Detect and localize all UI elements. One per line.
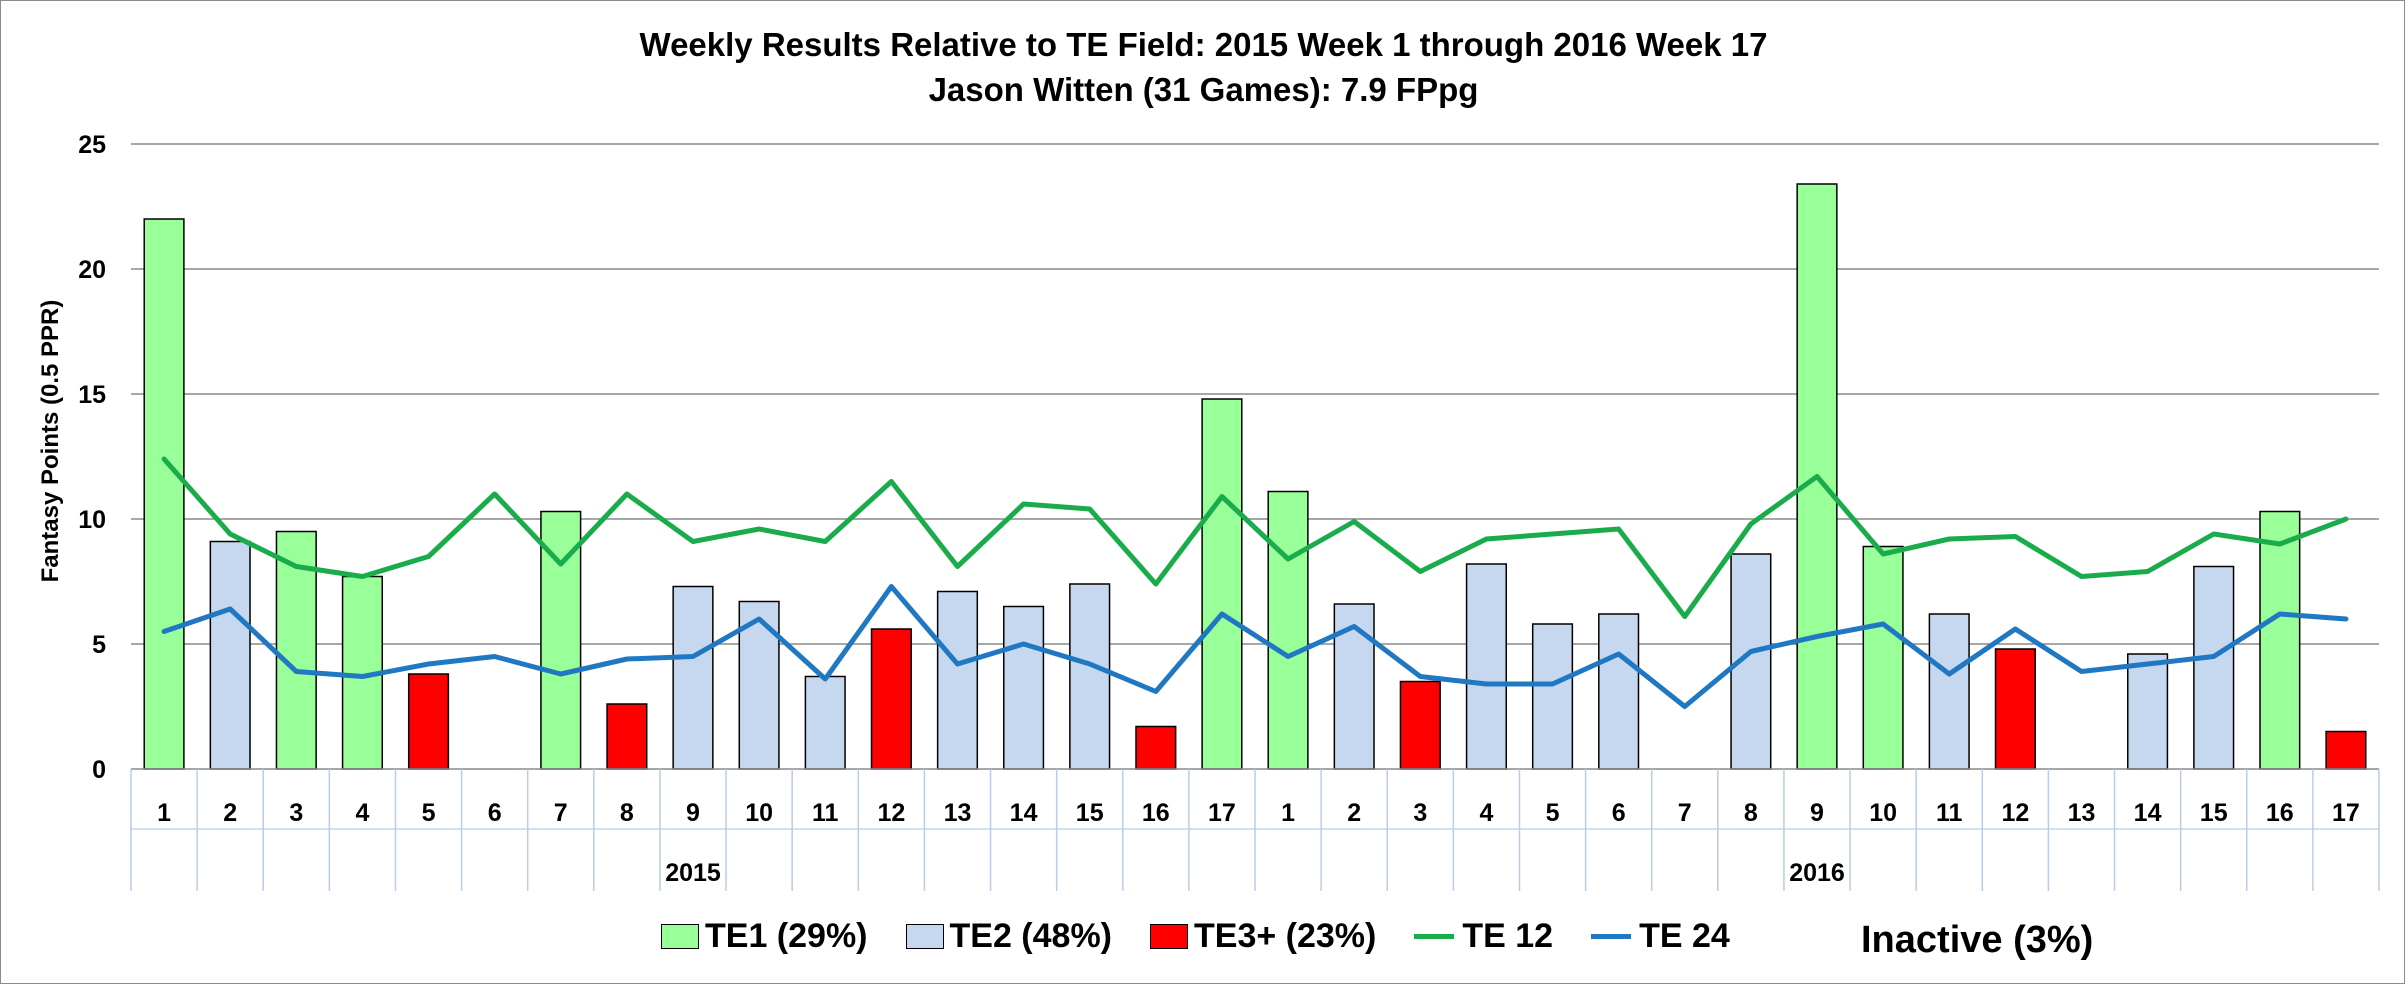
legend-label-te3plus: TE3+ (23%) bbox=[1194, 916, 1377, 955]
x-tick-label-27: 11 bbox=[1936, 799, 1963, 827]
x-tick-label-26: 10 bbox=[1869, 799, 1897, 827]
bar-22 bbox=[1598, 613, 1640, 770]
chart-legend: TE1 (29%) TE2 (48%) TE3+ (23%) TE 12 TE … bbox=[661, 911, 1768, 961]
legend-line-te24 bbox=[1591, 933, 1632, 939]
legend-item-te12: TE 12 bbox=[1414, 917, 1553, 956]
legend-label-te2: TE2 (48%) bbox=[949, 916, 1113, 955]
bar-13 bbox=[1003, 605, 1045, 770]
x-tick-label-23: 7 bbox=[1678, 799, 1692, 827]
x-tick-label-9: 10 bbox=[745, 799, 773, 827]
bar-6 bbox=[540, 510, 582, 770]
inactive-label: Inactive (3%) bbox=[1861, 919, 2094, 961]
bar-4 bbox=[407, 673, 450, 770]
y-tick-label-25: 25 bbox=[78, 131, 106, 159]
bar-7 bbox=[606, 703, 648, 770]
bar-21 bbox=[1531, 623, 1574, 770]
bar-2 bbox=[275, 530, 317, 770]
legend-line-te12 bbox=[1414, 933, 1455, 939]
x-tick-label-10: 11 bbox=[812, 799, 839, 827]
legend-label-te1: TE1 (29%) bbox=[705, 916, 868, 955]
x-tick-label-29: 13 bbox=[2068, 799, 2096, 827]
y-tick-label-0: 0 bbox=[92, 756, 106, 784]
bar-12 bbox=[936, 590, 979, 770]
x-tick-label-6: 7 bbox=[554, 799, 568, 827]
x-tick-label-17: 1 bbox=[1281, 799, 1295, 827]
legend-item-te2: TE2 (48%) bbox=[905, 916, 1113, 956]
x-tick-label-3: 4 bbox=[355, 799, 369, 827]
x-tick-label-20: 4 bbox=[1479, 799, 1493, 827]
x-tick-label-25: 9 bbox=[1810, 799, 1824, 827]
x-tick-label-0: 1 bbox=[157, 799, 171, 827]
x-group-label-2015: 2015 bbox=[665, 859, 721, 887]
chart-subtitle: Jason Witten (31 Games): 7.9 FPpg bbox=[928, 71, 1479, 108]
bar-28 bbox=[1994, 648, 2036, 770]
y-tick-label-15: 15 bbox=[78, 381, 106, 409]
x-tick-label-12: 13 bbox=[944, 799, 972, 827]
legend-swatch-te1 bbox=[661, 923, 699, 949]
legend-label-te12: TE 12 bbox=[1462, 916, 1554, 955]
chart-title: Weekly Results Relative to TE Field: 201… bbox=[639, 26, 1768, 63]
bar-33 bbox=[2325, 730, 2367, 770]
x-tick-label-4: 5 bbox=[422, 799, 436, 827]
y-tick-label-20: 20 bbox=[78, 256, 106, 284]
legend-swatch-te3plus bbox=[1150, 923, 1188, 949]
bar-32 bbox=[2259, 510, 2301, 770]
x-tick-label-2: 3 bbox=[289, 799, 303, 827]
bar-20 bbox=[1465, 563, 1507, 770]
bar-19 bbox=[1399, 680, 1441, 770]
y-tick-label-5: 5 bbox=[92, 631, 106, 659]
line-series-te-24 bbox=[161, 584, 2349, 709]
bar-25 bbox=[1796, 183, 1838, 770]
x-tick-label-7: 8 bbox=[620, 799, 634, 827]
legend-label-te24: TE 24 bbox=[1639, 916, 1730, 955]
bar-16 bbox=[1201, 398, 1243, 770]
x-tick-label-11: 12 bbox=[877, 799, 905, 827]
bar-15 bbox=[1135, 725, 1177, 770]
x-tick-label-16: 17 bbox=[1208, 799, 1236, 827]
bar-8 bbox=[672, 585, 714, 770]
x-tick-label-14: 15 bbox=[1076, 799, 1104, 827]
x-tick-label-18: 2 bbox=[1347, 799, 1361, 827]
x-tick-label-21: 5 bbox=[1546, 799, 1560, 827]
x-tick-label-30: 14 bbox=[2134, 799, 2162, 827]
x-group-label-2016: 2016 bbox=[1789, 859, 1845, 887]
x-tick-label-1: 2 bbox=[223, 799, 237, 827]
x-tick-label-24: 8 bbox=[1744, 799, 1758, 827]
line-series-te-12 bbox=[161, 456, 2349, 619]
x-tick-label-15: 16 bbox=[1142, 799, 1170, 827]
bar-31 bbox=[2193, 565, 2235, 770]
legend-item-te3plus: TE3+ (23%) bbox=[1150, 917, 1376, 956]
legend-item-te24: TE 24 bbox=[1591, 917, 1730, 956]
legend-swatch-te2 bbox=[905, 923, 944, 949]
x-tick-label-8: 9 bbox=[686, 799, 700, 827]
bar-26 bbox=[1862, 545, 1904, 770]
legend-item-te1: TE1 (29%) bbox=[661, 917, 868, 956]
x-tick-label-22: 6 bbox=[1612, 799, 1626, 827]
bar-30 bbox=[2127, 653, 2169, 770]
x-tick-label-5: 6 bbox=[488, 799, 502, 827]
bar-14 bbox=[1069, 583, 1111, 770]
y-tick-label-10: 10 bbox=[78, 506, 106, 534]
bar-27 bbox=[1928, 613, 1970, 770]
bar-10 bbox=[804, 675, 846, 770]
x-tick-label-33: 17 bbox=[2332, 799, 2360, 827]
bar-0 bbox=[143, 218, 185, 770]
x-tick-label-32: 16 bbox=[2266, 799, 2294, 827]
x-tick-label-28: 12 bbox=[2001, 799, 2029, 827]
x-tick-label-13: 14 bbox=[1010, 799, 1038, 827]
bar-11 bbox=[870, 628, 912, 770]
bar-1 bbox=[209, 540, 251, 770]
x-tick-label-31: 15 bbox=[2200, 799, 2228, 827]
bar-17 bbox=[1267, 490, 1309, 770]
x-tick-label-19: 3 bbox=[1413, 799, 1427, 827]
